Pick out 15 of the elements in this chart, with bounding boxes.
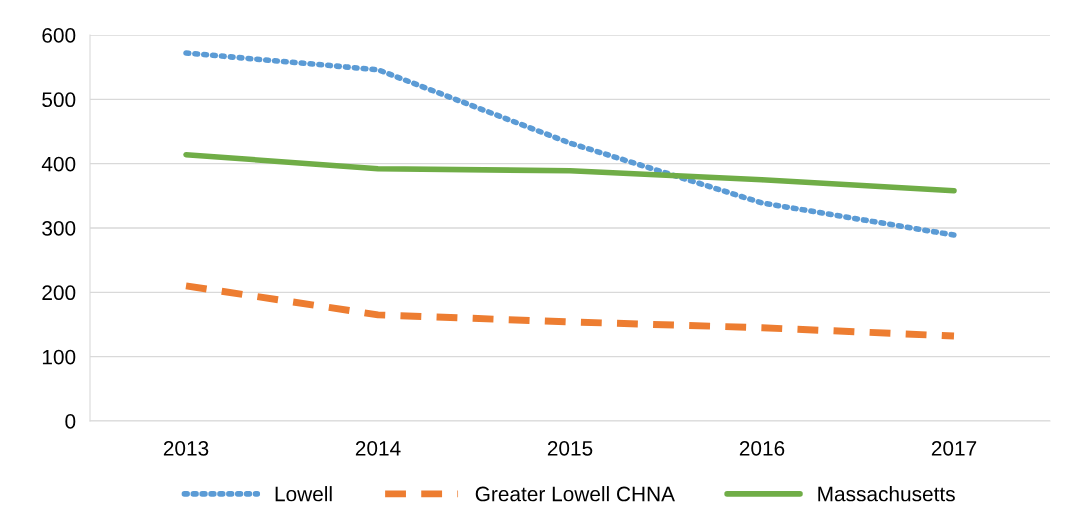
x-tick-label: 2015 [547,440,593,456]
y-tick-label: 200 [42,285,76,301]
legend-label: Lowell [275,486,332,502]
y-tick-label: 600 [42,28,76,43]
legend-label: Massachusetts [818,486,955,502]
x-tick-label: 2013 [163,440,209,456]
legend-label: Greater Lowell CHNA [475,486,675,502]
x-tick-label: 2016 [739,440,785,456]
y-tick-label: 0 [65,414,76,429]
x-tick-label: 2014 [355,440,401,456]
y-tick-label: 500 [42,92,76,108]
x-tick-label: 2017 [931,440,977,456]
y-tick-label: 400 [41,156,76,172]
y-tick-label: 100 [42,349,76,365]
y-tick-label: 300 [42,221,76,236]
